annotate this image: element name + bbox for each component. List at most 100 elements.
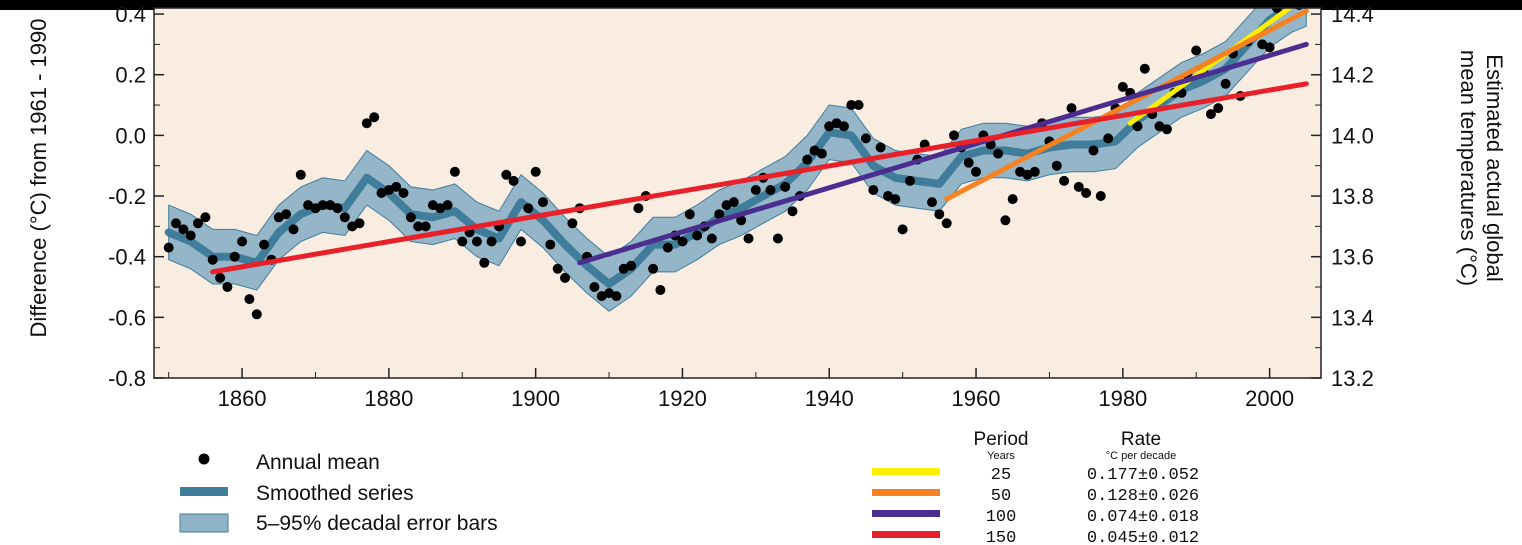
x-tick-label: 1860	[218, 386, 267, 411]
period-subheader: Years	[987, 450, 1015, 462]
annual-mean-point	[1161, 124, 1172, 135]
annual-mean-point	[875, 142, 886, 153]
table-period-50: 50	[991, 487, 1011, 506]
annual-mean-point	[222, 282, 233, 292]
y-tick-label: -0.8	[108, 366, 146, 391]
series-layer	[163, 0, 1309, 320]
annual-mean-point	[207, 254, 218, 265]
x-tick-label: 1920	[658, 386, 707, 411]
y2-tick-label: 13.6	[1331, 245, 1374, 270]
annual-mean-point	[508, 175, 519, 186]
annual-mean-point	[530, 166, 541, 177]
annual-mean-point	[1103, 133, 1114, 144]
annual-mean-point	[706, 233, 717, 244]
rate-table: Period Years Rate °C per decade 25 0.177±…	[872, 429, 1199, 545]
annual-mean-point	[1220, 78, 1231, 89]
annual-mean-point	[934, 209, 945, 220]
annual-mean-point	[684, 209, 695, 220]
annual-mean-point	[1213, 103, 1224, 114]
y2-tick-label: 13.4	[1331, 305, 1374, 330]
annual-mean-point	[413, 221, 424, 232]
y2-tick-label: 14.0	[1331, 123, 1374, 148]
annual-mean-point	[1272, 8, 1282, 13]
annual-mean-point	[1250, 0, 1260, 1]
annual-mean-point	[501, 169, 512, 180]
y-tick-label: -0.4	[108, 245, 146, 270]
annual-mean-point	[890, 194, 901, 205]
annual-mean-point	[178, 224, 189, 235]
annual-mean-point	[750, 185, 761, 195]
x-tick-label: 1960	[952, 386, 1001, 411]
annual-mean-point	[391, 181, 402, 192]
table-rate-150: 0.045±0.012	[1087, 529, 1199, 545]
table-swatch-25	[872, 468, 940, 475]
annual-mean-point	[471, 236, 482, 247]
legend: Annual mean Smoothed series 5–95% decada…	[179, 451, 498, 535]
table-period-25: 25	[991, 466, 1011, 485]
annual-mean-point	[523, 203, 534, 214]
annual-mean-point	[905, 175, 915, 186]
annual-mean-point	[1066, 103, 1077, 114]
annual-mean-point	[457, 236, 468, 247]
annual-mean-point	[560, 272, 570, 283]
annual-mean-point	[237, 236, 248, 247]
annual-mean-point	[692, 230, 703, 241]
annual-mean-point	[868, 185, 879, 195]
annual-mean-point	[971, 166, 981, 177]
annual-mean-point	[949, 130, 959, 141]
annual-mean-point	[714, 209, 725, 220]
annual-mean-point	[633, 203, 644, 214]
annual-mean-point	[405, 212, 416, 223]
error-band	[168, 8, 1307, 312]
annual-mean-point	[332, 203, 343, 214]
annual-mean-point	[677, 236, 688, 247]
x-tick-label: 1880	[364, 386, 413, 411]
annual-mean-point	[927, 197, 937, 208]
y2-tick-label: 14.4	[1331, 2, 1374, 27]
y2-tick-label: 14.2	[1331, 63, 1374, 88]
annual-mean-point	[1059, 175, 1070, 186]
annual-mean-point	[589, 282, 600, 292]
annual-mean-point	[281, 209, 292, 220]
annual-mean-point	[288, 224, 299, 235]
period-header: Period	[974, 429, 1029, 450]
legend-smoothed-label: Smoothed series	[256, 482, 414, 505]
annual-mean-point	[802, 154, 813, 165]
annual-mean-point	[567, 218, 578, 229]
plot-frame	[153, 7, 1322, 379]
x-tick-label: 2000	[1245, 386, 1294, 411]
table-swatch-100	[872, 510, 940, 517]
y-axis-label: Difference (°C) from 1961 - 1990	[26, 19, 51, 338]
annual-mean-point	[1132, 121, 1143, 132]
trend-line-100	[577, 41, 1309, 266]
legend-annual-mean-label: Annual mean	[256, 451, 380, 474]
annual-mean-point	[215, 272, 226, 283]
y-tick-label: 0.2	[115, 63, 146, 88]
table-rate-100: 0.074±0.018	[1087, 508, 1199, 527]
annual-mean-point	[185, 230, 196, 241]
annual-mean-point	[626, 260, 637, 271]
table-period-150: 150	[986, 529, 1017, 545]
y-tick-label: 0.0	[115, 123, 146, 148]
annual-mean-point	[538, 197, 548, 208]
y2-axis-label-line1: Estimated actual global	[1482, 54, 1507, 281]
annual-mean-point	[1081, 188, 1092, 198]
x-tick-label: 1940	[805, 386, 854, 411]
annual-mean-point	[993, 148, 1004, 159]
annual-mean-point	[1279, 0, 1289, 4]
rate-subheader: °C per decade	[1106, 450, 1176, 462]
table-swatch-150	[872, 531, 940, 538]
legend-annual-mean-marker	[198, 453, 210, 465]
annual-mean-point	[853, 100, 864, 110]
legend-error-label: 5–95% decadal error bars	[256, 512, 498, 535]
annual-mean-point	[339, 212, 350, 223]
table-period-100: 100	[986, 508, 1017, 527]
annual-mean-point	[552, 263, 563, 274]
annual-mean-point	[662, 242, 673, 253]
annual-mean-point	[361, 118, 372, 129]
annual-mean-point	[611, 291, 622, 302]
annual-mean-point	[1095, 191, 1106, 201]
annual-mean-point	[229, 251, 240, 262]
annual-mean-point	[765, 185, 776, 195]
annual-mean-point	[259, 239, 270, 250]
